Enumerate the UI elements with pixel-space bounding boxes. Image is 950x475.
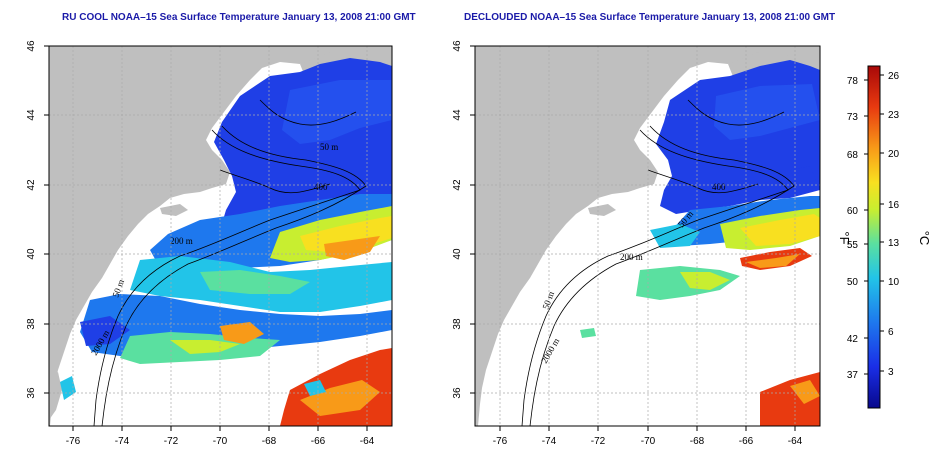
colorbar-fahrenheit-labels: 78 73 68 60 55 50 42 37 — [847, 76, 859, 381]
graticule-left — [49, 46, 392, 426]
land-island-left — [160, 204, 188, 216]
colorbar-celsius-labels: 26 23 20 16 13 10 6 3 — [888, 71, 900, 378]
fahrenheit-tick-label: 60 — [847, 206, 859, 217]
lon-tick-label: -74 — [115, 436, 130, 447]
graticule-right — [475, 46, 820, 426]
sst-field-left — [60, 58, 392, 426]
celsius-tick-label: 20 — [888, 149, 900, 160]
celsius-tick-label: 3 — [888, 367, 894, 378]
lon-tick-label: -66 — [311, 436, 326, 447]
land-south-left — [49, 372, 62, 420]
lon-tick-label: -64 — [360, 436, 375, 447]
lat-tick-labels-right: 36 38 40 42 44 46 — [452, 40, 463, 399]
lat-tick-label: 38 — [26, 318, 37, 330]
contour-label-200m-right: 200 m — [620, 252, 643, 262]
land-island-right — [588, 204, 616, 216]
panel-left-map: 200 m 400 50 m 2000 m 50 m — [26, 40, 393, 447]
celsius-tick-label: 6 — [888, 327, 894, 338]
lon-tick-label: -70 — [641, 436, 656, 447]
lon-tick-labels-right: -76 -74 -72 -70 -68 -66 -64 — [493, 436, 803, 447]
isobath-contours-left — [93, 99, 367, 426]
lat-tick-label: 44 — [452, 109, 463, 121]
contour-label-400-left: 400 — [314, 182, 328, 192]
colorbar-gradient — [867, 65, 881, 409]
lat-tick-label: 40 — [452, 248, 463, 260]
celsius-tick-label: 16 — [888, 200, 900, 211]
isobath-contours-right — [521, 99, 795, 426]
panel-right-map: 200 m 400 50 m 2000 m 50 m — [452, 40, 821, 447]
lat-tick-label: 42 — [452, 179, 463, 191]
lon-tick-label: -64 — [788, 436, 803, 447]
fahrenheit-tick-label: 73 — [847, 112, 859, 123]
colorbar-celsius-unit: °C — [917, 231, 932, 246]
colorbar-ticks — [864, 74, 884, 375]
colorbar-fahrenheit-unit: °F — [837, 231, 852, 244]
lon-tick-label: -70 — [213, 436, 228, 447]
land-mass-right — [475, 46, 820, 426]
lat-tick-label: 36 — [26, 387, 37, 399]
lat-tick-label: 38 — [452, 318, 463, 330]
celsius-tick-label: 13 — [888, 238, 900, 249]
lat-tick-label: 40 — [26, 248, 37, 260]
panel-right-title: DECLOUDED NOAA–15 Sea Surface Temperatur… — [464, 12, 836, 23]
lon-tick-label: -68 — [262, 436, 277, 447]
fahrenheit-tick-label: 55 — [847, 240, 859, 251]
panel-left-title: RU COOL NOAA–15 Sea Surface Temperature … — [62, 12, 416, 23]
lat-tick-label: 42 — [26, 179, 37, 191]
land-mass-left — [49, 46, 392, 426]
celsius-tick-label: 10 — [888, 277, 900, 288]
fahrenheit-tick-label: 42 — [847, 334, 859, 345]
lat-tick-labels-left: 36 38 40 42 44 46 — [26, 40, 37, 399]
lon-tick-label: -68 — [690, 436, 705, 447]
axis-ticks-right — [470, 45, 796, 431]
fahrenheit-tick-label: 78 — [847, 76, 859, 87]
lat-tick-label: 46 — [26, 40, 37, 52]
temperature-colorbar: 78 73 68 60 55 50 42 37 26 23 20 16 13 1… — [837, 65, 932, 409]
lat-tick-label: 46 — [452, 40, 463, 52]
lat-tick-label: 44 — [26, 109, 37, 121]
lon-tick-label: -76 — [66, 436, 81, 447]
lon-tick-label: -76 — [493, 436, 508, 447]
lon-tick-label: -74 — [542, 436, 557, 447]
celsius-tick-label: 23 — [888, 110, 900, 121]
fahrenheit-tick-label: 68 — [847, 150, 859, 161]
lon-tick-label: -72 — [591, 436, 606, 447]
celsius-tick-label: 26 — [888, 71, 900, 82]
fahrenheit-tick-label: 37 — [847, 370, 859, 381]
lon-tick-labels-left: -76 -74 -72 -70 -68 -66 -64 — [66, 436, 375, 447]
contour-label-200m-left: 200 m — [170, 236, 193, 246]
contour-label-50m-ne-left: 50 m — [320, 142, 338, 152]
lon-tick-label: -72 — [164, 436, 179, 447]
contour-label-400-right: 400 — [712, 182, 726, 192]
fahrenheit-tick-label: 50 — [847, 277, 859, 288]
axis-ticks-left — [44, 45, 368, 431]
lat-tick-label: 36 — [452, 387, 463, 399]
lon-tick-label: -66 — [739, 436, 754, 447]
